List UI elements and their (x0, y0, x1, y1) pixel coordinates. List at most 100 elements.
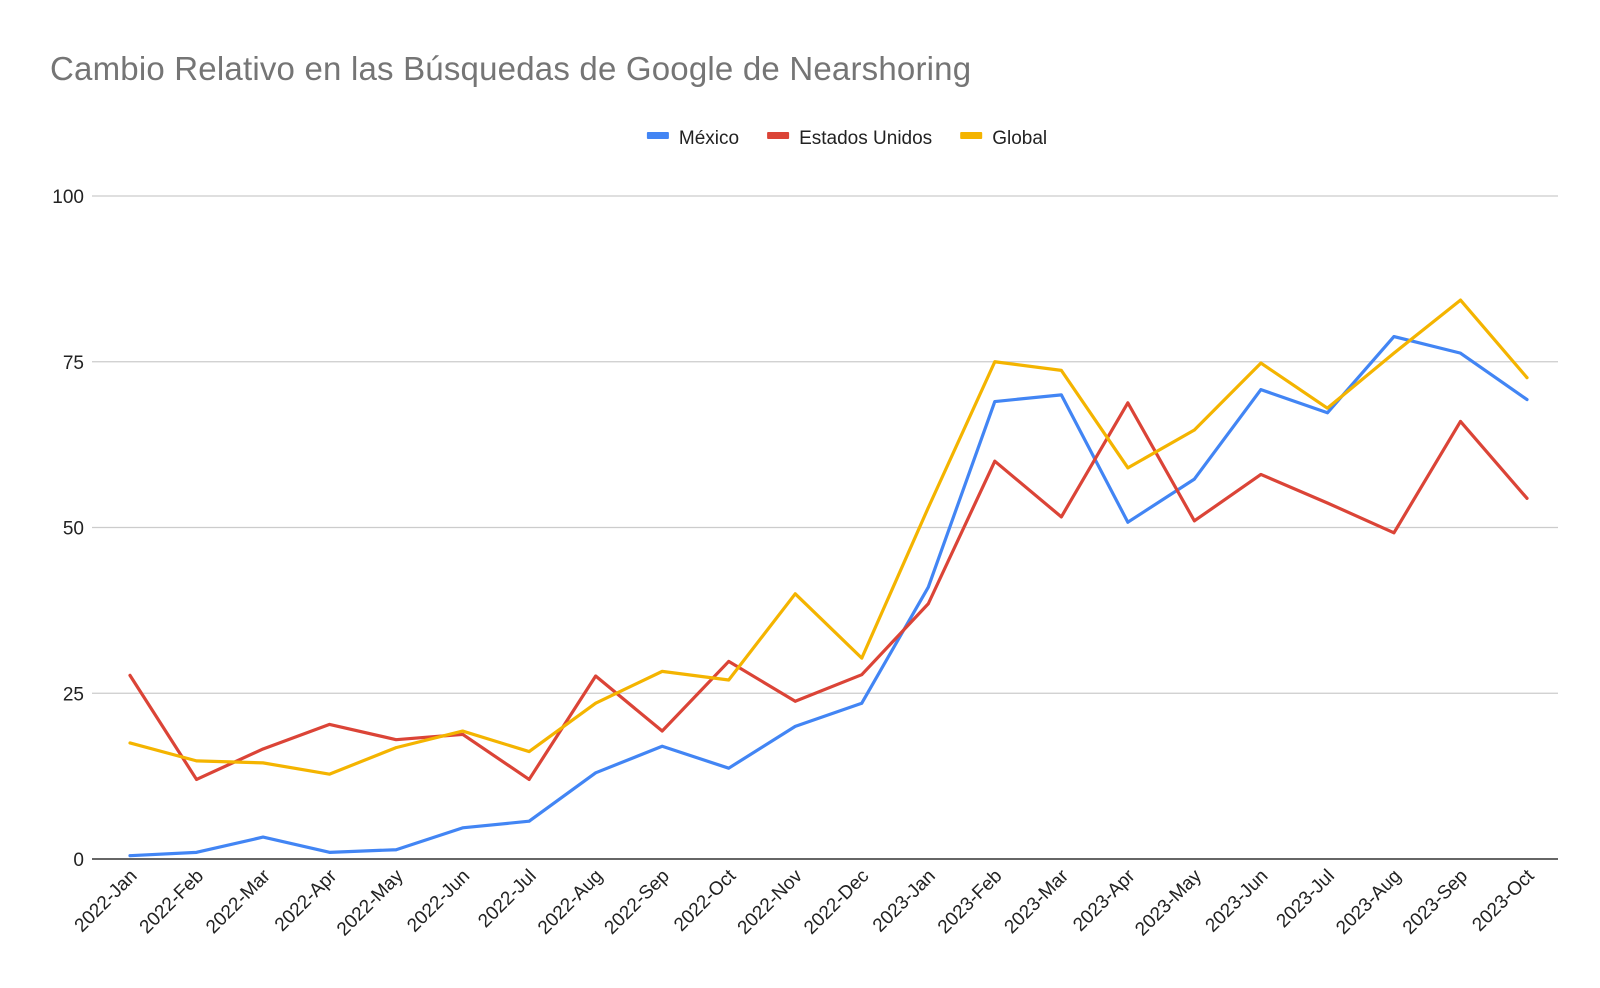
x-tick-label: 2022-May (333, 865, 408, 940)
data-point (860, 656, 864, 660)
data-point (461, 729, 465, 733)
legend-swatch (646, 132, 669, 139)
data-point (926, 602, 930, 606)
data-point (1126, 401, 1130, 405)
data-point (1392, 351, 1396, 355)
data-point (394, 738, 398, 742)
x-tick-label: 2022-Oct (670, 865, 741, 936)
data-point (1126, 466, 1130, 470)
data-point (1326, 501, 1329, 505)
data-point (1059, 393, 1063, 397)
legend-item: Estados Unidos (767, 128, 932, 149)
data-point (860, 673, 864, 677)
data-point (660, 744, 664, 748)
data-point (527, 778, 531, 781)
data-point (261, 835, 265, 839)
x-tick-label: 2022-Feb (136, 866, 208, 938)
x-tick-label: 2023-Aug (1332, 866, 1405, 939)
x-tick-label: 2023-Oct (1468, 865, 1539, 936)
data-point (1392, 335, 1396, 338)
data-point (1525, 398, 1529, 401)
x-tick-label: 2023-May (1131, 865, 1206, 940)
legend-item: México (646, 128, 739, 149)
series-line-0 (128, 334, 1529, 858)
data-point (394, 848, 398, 852)
x-tick-label: 2023-Apr (1069, 865, 1140, 936)
x-tick-label: 2023-Feb (934, 866, 1006, 938)
data-point (1192, 428, 1196, 432)
y-tick-label: 100 (52, 187, 84, 208)
y-tick-label: 25 (63, 684, 84, 705)
data-point (1126, 520, 1130, 524)
x-tick-label: 2022-Nov (734, 865, 807, 938)
x-tick-label: 2023-Jan (869, 866, 940, 937)
series-lines (128, 298, 1529, 858)
data-point (394, 746, 398, 750)
x-tick-label: 2022-Jun (403, 866, 474, 937)
data-point (128, 854, 132, 858)
series-line-2 (128, 298, 1529, 776)
chart-title: Cambio Relativo en las Búsquedas de Goog… (50, 50, 972, 87)
data-point (261, 761, 265, 765)
legend-label: Global (992, 128, 1047, 149)
data-point (1059, 515, 1063, 519)
data-point (594, 771, 598, 775)
data-point (1392, 531, 1396, 535)
data-point (793, 592, 797, 596)
data-point (1525, 496, 1529, 500)
x-tick-label: 2023-Jul (1273, 866, 1339, 932)
x-tick-label: 2022-Dec (800, 866, 873, 939)
x-tick-label: 2023-Jun (1202, 866, 1273, 937)
y-tick-label: 75 (63, 353, 84, 374)
data-point (860, 701, 864, 705)
data-point (461, 732, 465, 736)
data-point (1059, 368, 1063, 372)
x-tick-label: 2022-Mar (202, 865, 275, 938)
data-point (993, 400, 997, 403)
legend-swatch (960, 132, 983, 139)
legend-label: Estados Unidos (799, 128, 932, 149)
data-point (461, 826, 465, 830)
data-point (1326, 406, 1329, 410)
x-tick-label: 2022-Aug (534, 866, 607, 939)
data-point (195, 759, 198, 763)
data-point (1259, 473, 1263, 476)
data-point (727, 678, 731, 682)
legend: México Estados Unidos Global (646, 128, 1047, 149)
x-tick-label: 2022-Jul (474, 866, 540, 932)
data-point (328, 772, 331, 776)
data-point (1459, 420, 1462, 423)
data-point (1259, 388, 1263, 391)
data-point (1326, 411, 1329, 415)
data-point (527, 819, 531, 823)
data-point (128, 673, 132, 677)
data-point (727, 660, 731, 663)
data-point (660, 729, 664, 733)
x-tick-label: 2022-Sep (601, 866, 674, 939)
x-tick-label: 2022-Jan (71, 866, 142, 937)
data-point (328, 850, 331, 854)
axes: 02550751002022-Jan2022-Feb2022-Mar2022-A… (52, 187, 1558, 940)
data-point (594, 701, 598, 705)
x-tick-label: 2023-Sep (1399, 866, 1472, 939)
y-tick-label: 0 (73, 850, 84, 871)
data-point (195, 850, 198, 854)
data-point (793, 699, 797, 703)
data-point (1459, 298, 1462, 302)
data-point (128, 741, 132, 745)
data-point (261, 747, 265, 751)
data-point (793, 725, 797, 728)
data-point (195, 778, 198, 781)
data-point (1192, 477, 1196, 481)
legend-swatch (767, 132, 790, 139)
legend-label: México (679, 128, 739, 149)
series-line-1 (128, 401, 1529, 782)
data-point (1192, 519, 1196, 523)
data-point (926, 506, 930, 510)
data-point (727, 766, 731, 770)
gridlines (92, 195, 1558, 694)
data-point (660, 669, 664, 673)
data-point (527, 750, 531, 753)
